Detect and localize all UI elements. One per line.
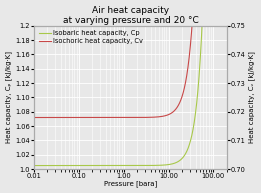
Isochoric heat capacity, Cv: [144, 116, 147, 119]
Isobaric heat capacity, Cp: [44, 164, 48, 167]
Isobaric heat capacity, Cp: [150, 164, 153, 167]
Isobaric heat capacity, Cp: [144, 164, 147, 167]
Legend: Isobaric heat capacity, Cp, Isochoric heat capacity, Cv: Isobaric heat capacity, Cp, Isochoric he…: [37, 29, 145, 45]
Title: Air heat capacity
at varying pressure and 20 °C: Air heat capacity at varying pressure an…: [63, 6, 198, 25]
Isochoric heat capacity, Cv: [32, 116, 35, 119]
Y-axis label: Heat capacity, Cₚ [kJ/kg·K]: Heat capacity, Cₚ [kJ/kg·K]: [5, 52, 12, 143]
Isochoric heat capacity, Cv: [179, 100, 182, 102]
Isobaric heat capacity, Cp: [198, 61, 201, 63]
X-axis label: Pressure [bara]: Pressure [bara]: [104, 181, 157, 187]
Y-axis label: Heat capacity, Cᵥ [kJ/kg·K]: Heat capacity, Cᵥ [kJ/kg·K]: [249, 52, 256, 143]
Isobaric heat capacity, Cp: [179, 159, 182, 161]
Isobaric heat capacity, Cp: [155, 164, 158, 167]
Line: Isobaric heat capacity, Cp: Isobaric heat capacity, Cp: [34, 0, 227, 166]
Isochoric heat capacity, Cv: [44, 116, 48, 119]
Isochoric heat capacity, Cv: [155, 116, 158, 118]
Isochoric heat capacity, Cv: [150, 116, 153, 119]
Line: Isochoric heat capacity, Cv: Isochoric heat capacity, Cv: [34, 0, 227, 118]
Isobaric heat capacity, Cp: [32, 164, 35, 167]
